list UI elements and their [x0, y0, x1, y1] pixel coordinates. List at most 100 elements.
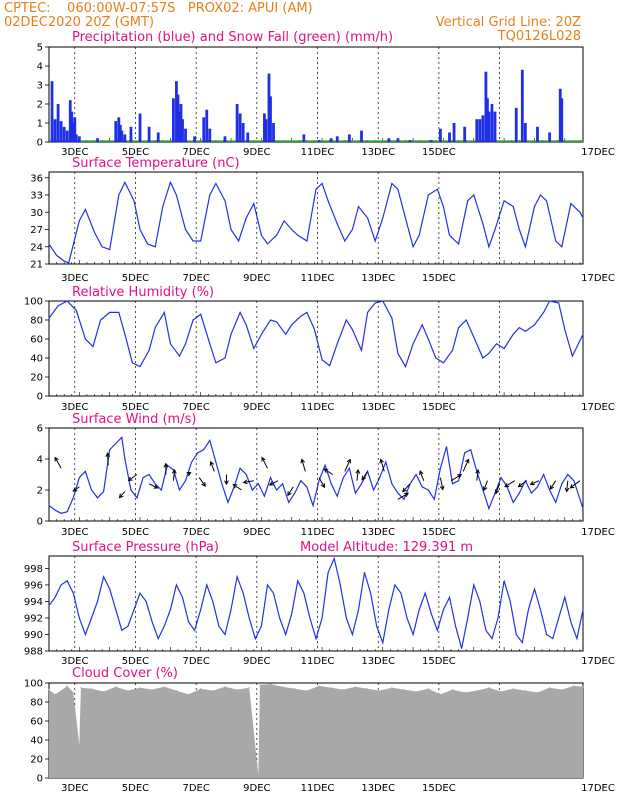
temperature-series-point [200, 240, 202, 242]
wind-series-point [48, 505, 50, 506]
humidity-series-point [564, 329, 566, 330]
pressure-series-point [133, 609, 135, 611]
precipitation-y-tick-label: 5 [37, 43, 43, 54]
humidity-series-point [253, 348, 255, 349]
humidity-y-tick-label: 80 [30, 316, 43, 327]
cloud-cover-point [476, 690, 478, 692]
temperature-series-point [238, 240, 240, 242]
pressure-series-point [103, 576, 105, 578]
precipitation-bar [514, 107, 518, 142]
wind-series-point [84, 470, 86, 472]
cloud-cover-point [500, 690, 502, 693]
cloud-cover-area [49, 684, 583, 778]
wind-direction-arrow [356, 469, 359, 481]
header-grid-line-note: Vertical Grid Line: 20Z [436, 15, 581, 30]
temperature-series-point [503, 200, 505, 202]
header-location: CPTEC: 060:00W-07:57S PROX02: APUI (AM) [4, 1, 313, 16]
wind-series-point [421, 486, 423, 488]
wind-series-point [470, 449, 472, 451]
pressure-series-point [327, 572, 329, 574]
pressure-x-tick-label: 13DEC [361, 656, 395, 667]
humidity-series-point [285, 333, 287, 335]
temperature-series-point [283, 220, 285, 222]
humidity-series-point [488, 352, 490, 354]
precipitation-bar [335, 136, 339, 142]
wind-series-point [209, 439, 211, 441]
pressure-series-point [54, 596, 56, 598]
humidity-series-point [75, 310, 77, 311]
precipitation-bar [387, 138, 391, 142]
humidity-series-point [148, 349, 150, 351]
humidity-y-tick-label: 40 [30, 354, 43, 365]
humidity-series-point [473, 336, 475, 338]
pressure-series-point [521, 642, 523, 644]
wind-y-tick-label: 2 [37, 486, 43, 497]
wind-series-point [536, 486, 538, 488]
wind-series-point [415, 474, 417, 475]
cloud-cover-point [224, 686, 226, 688]
precipitation-frame [48, 46, 584, 143]
pressure-x-tick-label: 7DEC [182, 656, 209, 667]
wind-arrow-head [475, 468, 480, 474]
temperature-y-tick-label: 27 [30, 225, 43, 236]
humidity-series-point [276, 321, 278, 323]
precipitation-bar [70, 111, 74, 142]
wind-arrow-head [127, 476, 133, 482]
wind-series-point [512, 501, 514, 503]
wind-series-point [582, 508, 584, 510]
humidity-x-tick-label: 11DEC [301, 402, 335, 413]
pressure-series-point [491, 638, 493, 640]
wind-series-point [148, 474, 150, 475]
wind-direction-arrow [324, 468, 333, 475]
temperature-series-point [546, 200, 548, 202]
pressure-x-tick-label: 9DEC [243, 656, 270, 667]
humidity-x-tick-label: 17DEC [581, 402, 615, 413]
temperature-series-point [118, 194, 120, 196]
wind-title: Surface Wind (m/s) [72, 412, 196, 427]
pressure-series-point [461, 648, 463, 650]
wind-y-tick-label: 4 [37, 455, 43, 466]
humidity-x-tick-label: 9DEC [243, 402, 270, 413]
temperature-series-point [133, 200, 135, 202]
precipitation-bar [171, 98, 175, 142]
precipitation-bar [452, 123, 456, 142]
wind-series-point [306, 486, 308, 488]
pressure-series-point [78, 617, 80, 619]
pressure-series-point [376, 625, 378, 627]
precipitation-bar [156, 132, 160, 142]
temperature-series-point [427, 194, 429, 196]
precipitation-bar [193, 136, 197, 142]
wind-series-point [300, 480, 302, 482]
pressure-y-tick-label: 990 [24, 630, 43, 641]
wind-arrow-head [457, 474, 463, 479]
precipitation-y-tick-label: 2 [37, 100, 43, 111]
pressure-series-point [115, 609, 117, 611]
humidity-y-tick-label: 0 [37, 392, 43, 403]
temperature-series-point [344, 240, 346, 242]
cloud-cover-point [236, 689, 238, 691]
cloud-cover-point [512, 688, 514, 690]
cloud-cover-point [391, 687, 393, 689]
precipitation-bar [429, 140, 433, 142]
wind-series-point [185, 480, 187, 482]
wind-x-tick-label: 7DEC [182, 527, 209, 538]
wind-arrow-head [118, 493, 124, 499]
wind-direction-arrow [198, 477, 206, 487]
pressure-frame [48, 555, 584, 652]
wind-series-point [239, 467, 241, 469]
wind-y-tick-label: 6 [37, 424, 43, 435]
cloud-cover-point [488, 687, 490, 689]
temperature-series-point [266, 243, 268, 245]
wind-arrow-head [268, 481, 274, 486]
temperature-x-tick-label: 11DEC [301, 273, 335, 284]
cloud-cover-point [187, 693, 190, 696]
pressure-series-point [175, 584, 177, 586]
temperature-series-point [579, 211, 581, 213]
cloud-cover-point [354, 686, 357, 688]
pressure-series-point [291, 613, 293, 615]
temperature-x-tick-label: 3DEC [61, 273, 88, 284]
wind-direction-arrow [318, 477, 325, 488]
cloud-cover-y-tick-label: 60 [30, 717, 43, 728]
temperature-series-point [175, 194, 177, 196]
pressure-series-point [188, 621, 190, 623]
